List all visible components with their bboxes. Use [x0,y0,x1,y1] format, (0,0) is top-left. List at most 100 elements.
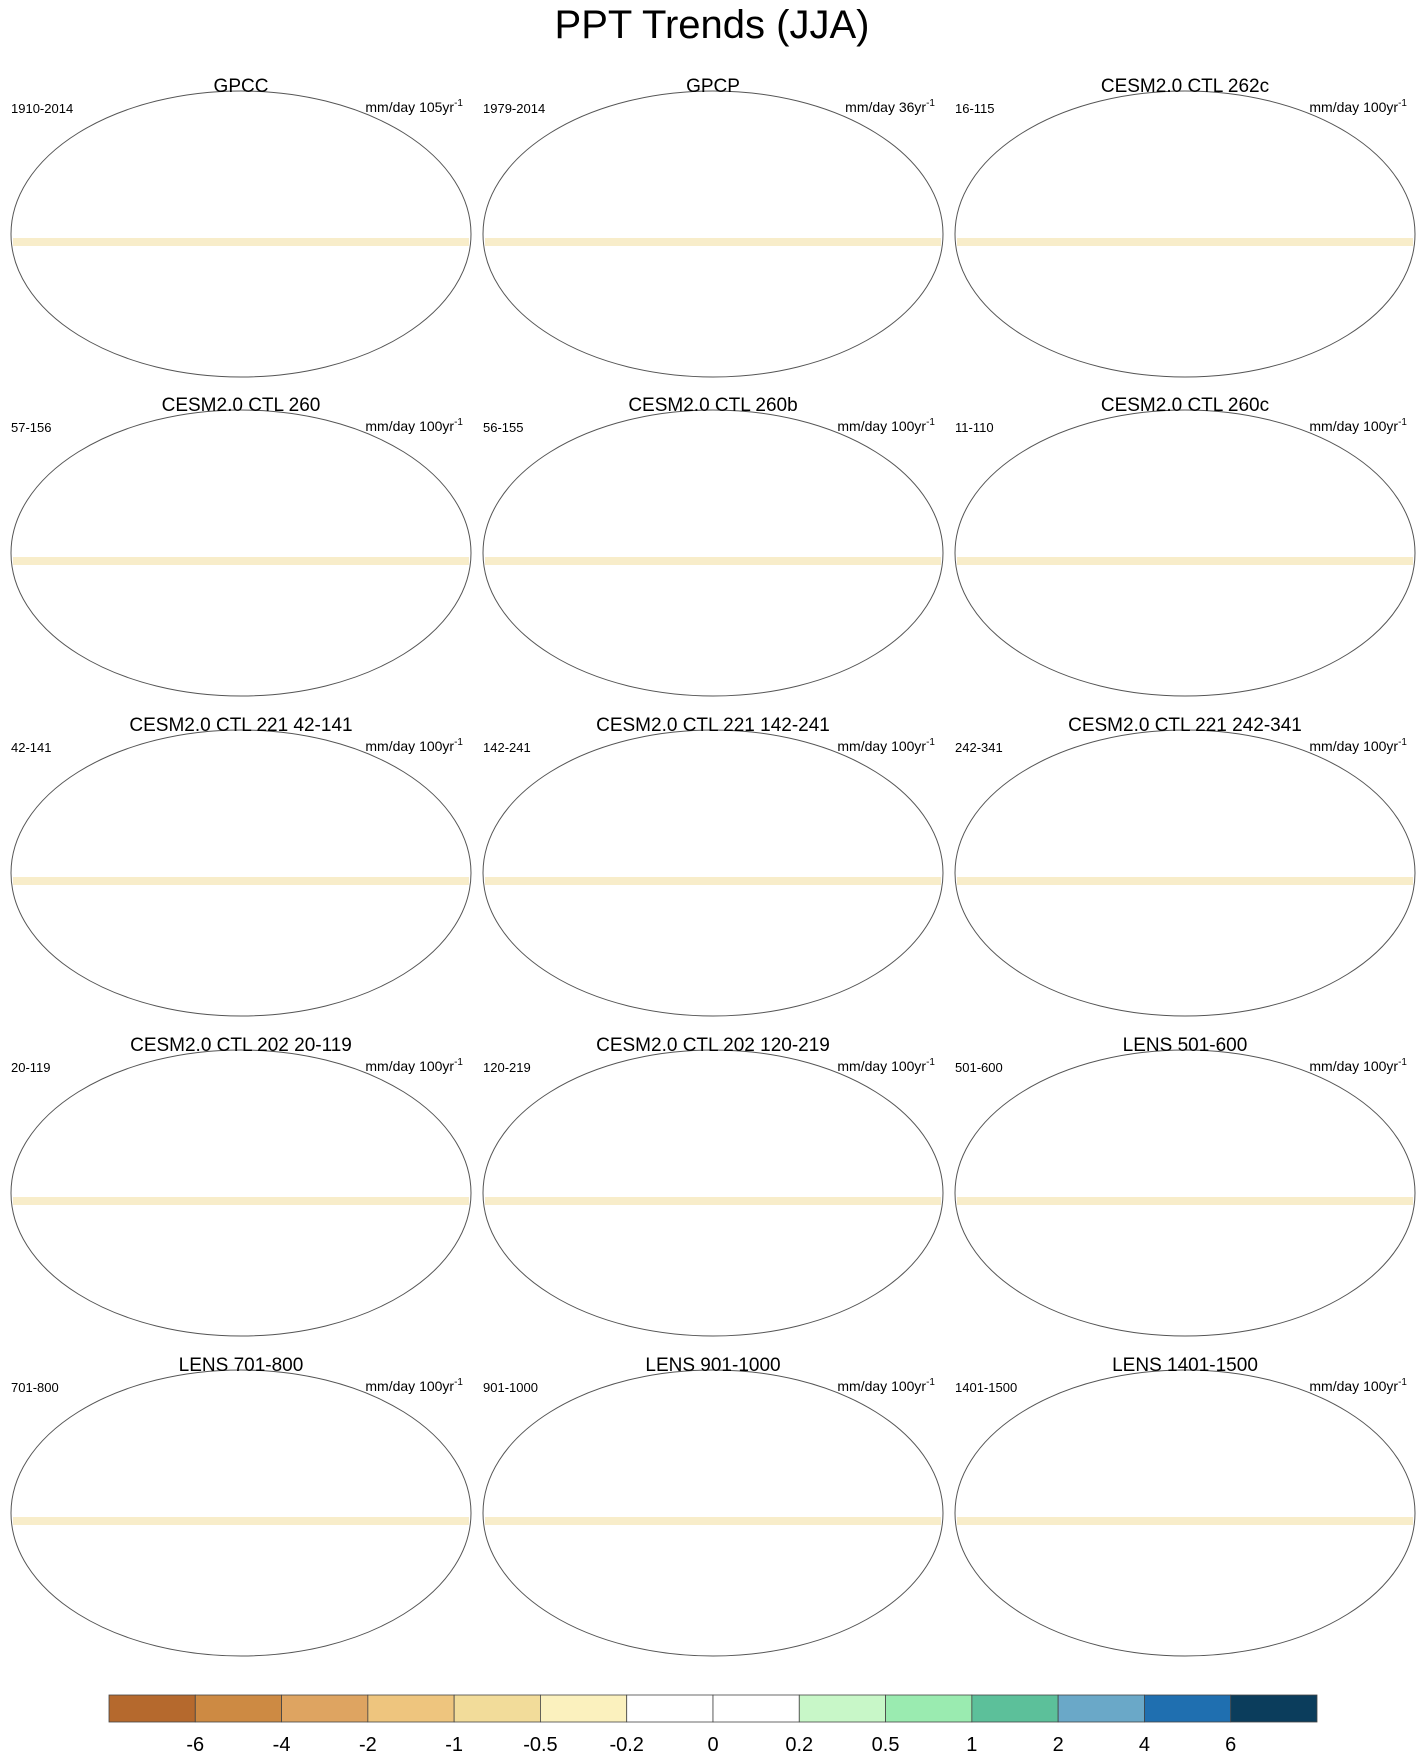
panel-units: mm/day 100yr-1 [837,417,935,434]
units-text: mm/day 100yr [837,1378,926,1394]
map-outline [10,90,472,378]
units-exponent: -1 [1398,737,1407,748]
panel-period: 16-115 [955,101,995,116]
colorbar-label: 2 [1053,1734,1064,1755]
colorbar-box [367,1694,455,1723]
map-panel: CESM2.0 CTL 262c 16-115 mm/day 100yr-1 [954,76,1416,378]
panel-period: 11-110 [955,420,994,435]
colorbar-label: 0.2 [785,1734,813,1755]
map-outline [482,409,944,697]
colorbar-label: 4 [1139,1734,1150,1755]
units-text: mm/day 36yr [845,99,926,115]
panel-title: LENS 901-1000 [645,1355,780,1376]
map-outline [10,1049,472,1337]
panel-units: mm/day 36yr-1 [845,98,935,115]
panel-period: 1910-2014 [11,101,73,116]
colorbar-label: 1 [966,1734,977,1755]
units-exponent: -1 [454,1057,463,1068]
units-exponent: -1 [454,1377,463,1388]
panel-title: CESM2.0 CTL 202 20-119 [130,1035,352,1056]
map-outline [482,1049,944,1337]
colorbar-label: 6 [1225,1734,1236,1755]
colorbar-box [1057,1694,1145,1723]
colorbar-box [971,1694,1059,1723]
panel-title: CESM2.0 CTL 260b [628,395,797,416]
colorbar-label: 0 [707,1734,718,1755]
map-panel: CESM2.0 CTL 202 20-119 20-119 mm/day 100yr… [10,1035,472,1337]
units-text: mm/day 100yr [1309,1058,1398,1074]
colorbar-box [712,1694,800,1723]
colorbar-box [1144,1694,1232,1723]
panel-period: 701-800 [11,1380,59,1395]
map-panel: CESM2.0 CTL 260c 11-110 mm/day 100yr-1 [954,395,1416,697]
panel-period: 1401-1500 [955,1380,1017,1395]
panel-title: CESM2.0 CTL 260c [1101,395,1269,416]
map-outline [10,409,472,697]
map-outline [954,90,1416,378]
map-panel: LENS 901-1000 901-1000 mm/day 100yr-1 [482,1355,944,1657]
panel-period: 42-141 [11,740,51,755]
units-text: mm/day 100yr [837,418,926,434]
units-exponent: -1 [1398,1377,1407,1388]
colorbar-label: -0.2 [609,1734,643,1755]
panel-title: LENS 701-800 [179,1355,304,1376]
units-text: mm/day 100yr [1309,418,1398,434]
units-exponent: -1 [1398,98,1407,109]
panel-units: mm/day 100yr-1 [365,1057,463,1074]
units-exponent: -1 [926,1057,935,1068]
colorbar-box [281,1694,369,1723]
units-exponent: -1 [926,98,935,109]
map-outline [954,729,1416,1017]
figure-title: PPT Trends (JJA) [555,3,870,47]
map-panel: LENS 501-600 501-600 mm/day 100yr-1 [954,1035,1416,1337]
panel-units: mm/day 100yr-1 [837,1377,935,1394]
panel-units: mm/day 100yr-1 [1309,737,1407,754]
panel-units: mm/day 100yr-1 [837,737,935,754]
units-text: mm/day 100yr [365,1378,454,1394]
map-panel: GPCP 1979-2014 mm/day 36yr-1 [482,76,944,378]
map-outline [482,90,944,378]
colorbar-box [798,1694,886,1723]
map-panel: CESM2.0 CTL 221 42-141 42-141 mm/day 100yr… [10,715,472,1017]
units-text: mm/day 100yr [1309,99,1398,115]
panel-units: mm/day 100yr-1 [365,417,463,434]
panel-units: mm/day 100yr-1 [1309,1057,1407,1074]
units-text: mm/day 100yr [1309,738,1398,754]
units-text: mm/day 100yr [365,418,454,434]
panel-period: 20-119 [11,1060,51,1075]
panel-title: CESM2.0 CTL 202 120-219 [596,1035,830,1056]
colorbar-label: -1 [445,1734,463,1755]
colorbar-label: 0.5 [872,1734,900,1755]
map-panel: CESM2.0 CTL 260b 56-155 mm/day 100yr-1 [482,395,944,697]
map-panel: CESM2.0 CTL 221 142-241 142-241 mm/day 100… [482,715,944,1017]
panel-units: mm/day 100yr-1 [1309,98,1407,115]
panel-period: 501-600 [955,1060,1003,1075]
map-outline [954,1369,1416,1657]
map-panel: CESM2.0 CTL 221 242-341 242-341 mm/day 100… [954,715,1416,1017]
colorbar-label: -2 [359,1734,377,1755]
units-text: mm/day 100yr [1309,1378,1398,1394]
map-outline [10,1369,472,1657]
panel-units: mm/day 100yr-1 [837,1057,935,1074]
map-panel: CESM2.0 CTL 260 57-156 mm/day 100yr-1 [10,395,472,697]
colorbar-box [108,1694,196,1723]
panel-period: 57-156 [11,420,51,435]
panel-units: mm/day 100yr-1 [1309,1377,1407,1394]
panel-title: CESM2.0 CTL 262c [1101,76,1269,97]
colorbar-box [194,1694,282,1723]
panel-title: LENS 501-600 [1123,1035,1248,1056]
colorbar-box [1230,1694,1318,1723]
units-text: mm/day 100yr [365,738,454,754]
panel-title: GPCP [686,76,740,97]
map-outline [10,729,472,1017]
colorbar-box [453,1694,541,1723]
map-outline [482,729,944,1017]
panel-period: 56-155 [483,420,523,435]
map-panel: GPCC 1910-2014 mm/day 105yr-1 [10,76,472,378]
panel-period: 1979-2014 [483,101,545,116]
map-outline [954,409,1416,697]
units-text: mm/day 100yr [365,1058,454,1074]
colorbar-box [626,1694,714,1723]
colorbar-box [540,1694,628,1723]
panel-units: mm/day 105yr-1 [365,98,463,115]
